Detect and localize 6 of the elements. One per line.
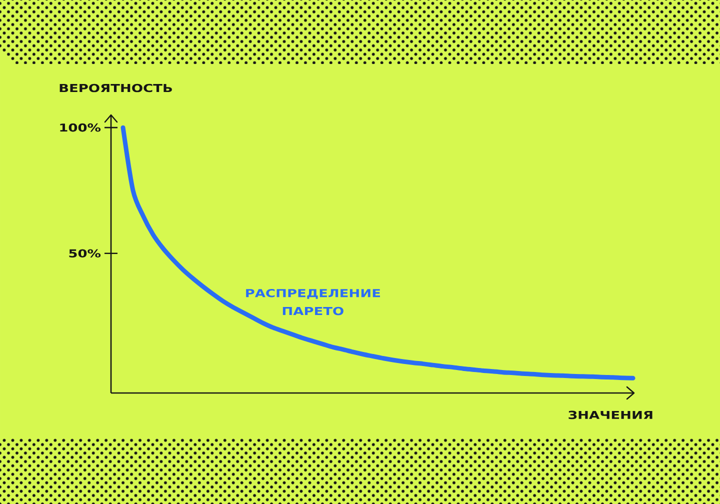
x-axis-title: ЗНАЧЕНИЯ: [568, 410, 652, 420]
y-tick-label: 50%: [69, 249, 101, 258]
y-axis-title: ВЕРОЯТНОСТЬ: [60, 84, 172, 92]
line-series: [120, 125, 636, 380]
y-tick-label: 100%: [60, 123, 101, 132]
series-label: РАСПРЕДЕЛЕНИЕ ПАРЕТО: [246, 288, 380, 316]
